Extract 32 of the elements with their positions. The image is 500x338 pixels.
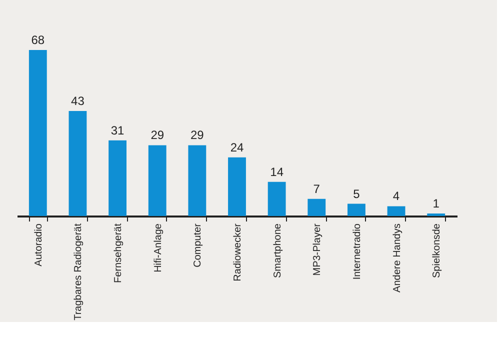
x-tick-label: Computer xyxy=(192,222,204,268)
bar xyxy=(228,157,246,216)
bar xyxy=(108,140,126,216)
bar xyxy=(268,182,286,216)
bar xyxy=(308,198,326,216)
x-tick-label: Internetradio xyxy=(352,223,363,280)
x-tick-label: Autoradio xyxy=(33,223,44,266)
x-tick-label: Smartphone xyxy=(272,223,284,278)
bar xyxy=(348,204,366,216)
data-label: 29 xyxy=(190,128,204,142)
bar xyxy=(387,206,406,216)
x-tick-label: Spielkonsde xyxy=(432,223,443,278)
data-label: 43 xyxy=(71,94,85,108)
x-tick-label: Hifi-Anlage xyxy=(152,223,164,272)
x-tick-label: MP3-Player xyxy=(312,222,324,276)
x-tick-label: Radiowecker xyxy=(232,222,244,282)
x-tick-label: Fernsehgerät xyxy=(113,223,124,283)
x-tick-label: Andere Handys xyxy=(392,224,403,292)
bar xyxy=(188,145,206,216)
x-tick-label: Tragbares Radiogerät xyxy=(73,223,84,320)
data-label: 68 xyxy=(31,33,45,47)
data-label: 31 xyxy=(110,123,125,138)
data-label: 29 xyxy=(150,128,164,142)
data-label: 5 xyxy=(353,186,360,201)
bar xyxy=(68,111,87,216)
data-label: 7 xyxy=(313,182,320,196)
data-label: 1 xyxy=(432,196,440,211)
bar xyxy=(148,145,166,216)
data-label: 14 xyxy=(270,164,284,179)
data-label: 24 xyxy=(230,140,244,154)
bar xyxy=(28,50,47,216)
data-label: 4 xyxy=(392,189,400,204)
